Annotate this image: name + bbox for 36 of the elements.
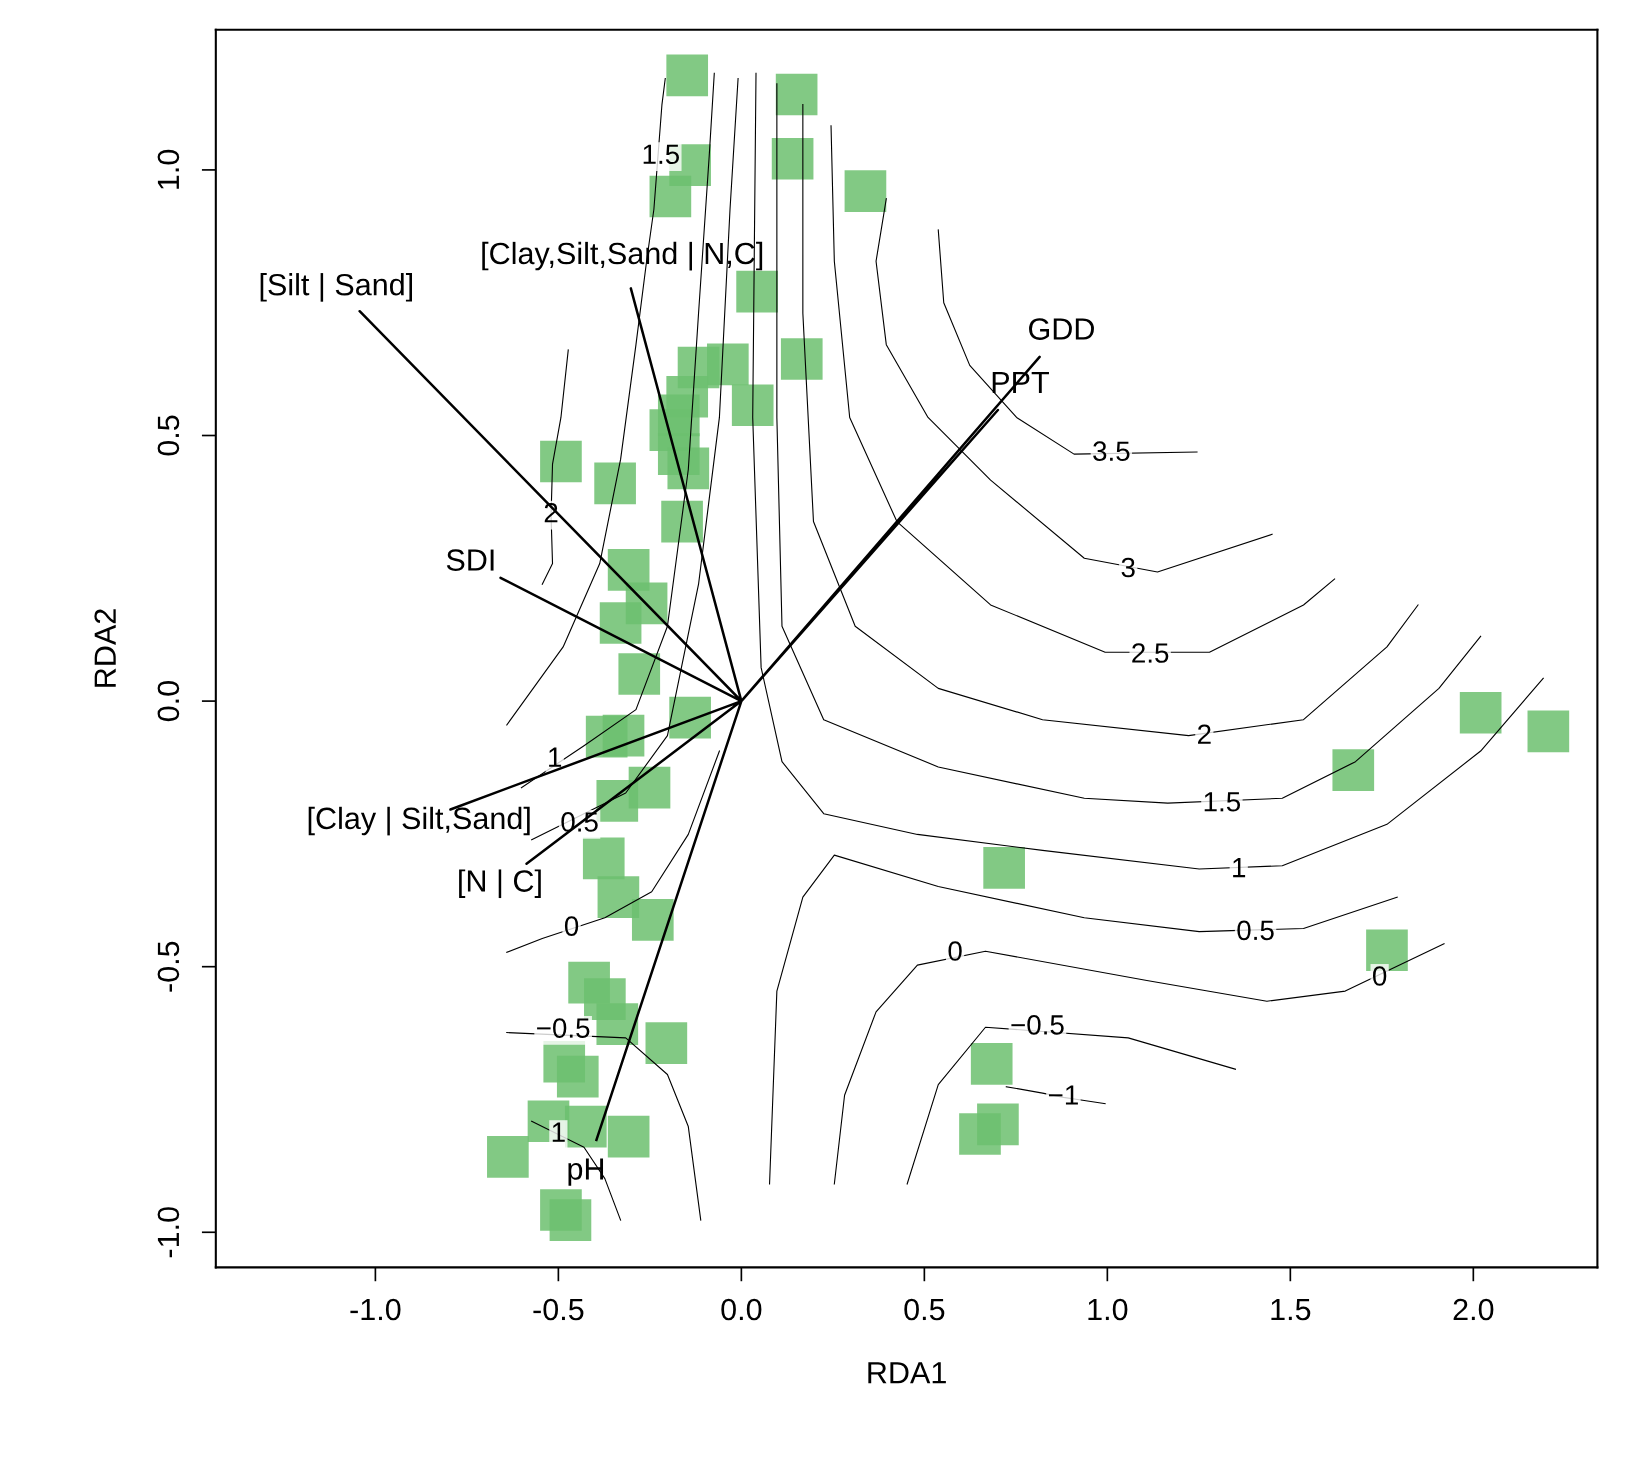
y-axis-title: RDA2	[94, 609, 116, 687]
x-tick-label: 1.0	[1088, 1298, 1128, 1321]
y-tick-label: -0.5	[157, 941, 180, 992]
annotation: −1	[1048, 1085, 1078, 1105]
annotation: 1	[549, 747, 562, 767]
x-tick-label: 2.0	[1453, 1298, 1494, 1321]
x-tick-label: 1.5	[1271, 1299, 1311, 1321]
x-tick-label: 0.0	[721, 1298, 762, 1321]
y-tick-label: -1.0	[157, 1207, 180, 1258]
y-tick-label: 0.5	[157, 415, 180, 456]
annotation: SDI	[446, 549, 494, 571]
annotation: 0	[564, 916, 579, 936]
annotation: 0.5	[1237, 920, 1274, 941]
annotation: 1	[552, 1122, 565, 1142]
annotation: 0	[1373, 966, 1387, 986]
annotation: GDD	[1029, 318, 1094, 340]
annotation: pH	[568, 1158, 604, 1186]
annotation: 1	[1233, 858, 1246, 878]
x-tick-label: -0.5	[533, 1298, 584, 1321]
x-axis-title: RDA1	[868, 1362, 946, 1384]
x-tick-label: -1.0	[350, 1298, 401, 1321]
annotation: 3	[1121, 557, 1135, 578]
y-tick-label: 0.0	[157, 681, 180, 722]
annotation: −0.5	[537, 1018, 590, 1038]
annotation: 2.5	[1132, 643, 1169, 663]
annotation: 2	[1198, 724, 1211, 744]
annotation: 3.5	[1093, 441, 1130, 462]
x-tick-label: 0.5	[904, 1298, 945, 1321]
annotation: [Silt | Sand]	[260, 273, 413, 302]
annotation: [Clay | Silt,Sand]	[308, 806, 530, 836]
annotation: 1.5	[1204, 792, 1241, 812]
annotation: −0.5	[1011, 1015, 1064, 1035]
annotation: [N | C]	[459, 869, 541, 899]
annotation: 1.5	[643, 144, 679, 165]
annotation: 0	[948, 941, 962, 961]
y-tick-label: 1.0	[157, 149, 180, 189]
